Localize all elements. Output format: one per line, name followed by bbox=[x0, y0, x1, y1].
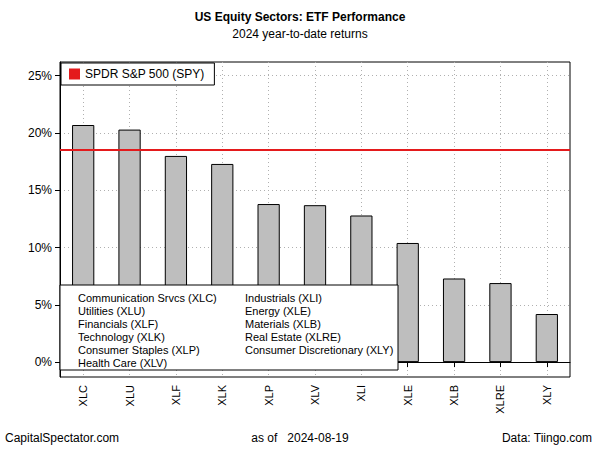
svg-text:XLI: XLI bbox=[355, 385, 367, 402]
svg-text:XLB: XLB bbox=[448, 385, 460, 406]
svg-text:Industrials (XLI): Industrials (XLI) bbox=[245, 292, 322, 304]
svg-text:XLY: XLY bbox=[541, 384, 553, 405]
svg-text:20%: 20% bbox=[28, 126, 52, 140]
svg-text:Technology (XLK): Technology (XLK) bbox=[78, 331, 165, 343]
svg-text:Real Estate (XLRE): Real Estate (XLRE) bbox=[245, 331, 341, 343]
svg-text:Materials (XLB): Materials (XLB) bbox=[245, 318, 321, 330]
svg-text:CapitalSpectator.com: CapitalSpectator.com bbox=[5, 431, 119, 445]
svg-text:Financials (XLF): Financials (XLF) bbox=[78, 318, 158, 330]
svg-text:2024 year-to-date returns: 2024 year-to-date returns bbox=[232, 27, 367, 41]
svg-text:XLV: XLV bbox=[309, 384, 321, 405]
svg-text:US Equity Sectors: ETF Perform: US Equity Sectors: ETF Performance bbox=[195, 10, 406, 24]
svg-text:XLC: XLC bbox=[77, 385, 89, 406]
svg-text:25%: 25% bbox=[28, 69, 52, 83]
svg-text:Health Care (XLV): Health Care (XLV) bbox=[78, 357, 167, 369]
svg-text:SPDR S&P 500 (SPY): SPDR S&P 500 (SPY) bbox=[85, 67, 204, 81]
svg-text:XLP: XLP bbox=[263, 385, 275, 406]
svg-text:10%: 10% bbox=[28, 241, 52, 255]
svg-text:XLE: XLE bbox=[402, 385, 414, 406]
svg-text:Consumer Discretionary (XLY): Consumer Discretionary (XLY) bbox=[245, 344, 393, 356]
svg-text:15%: 15% bbox=[28, 183, 52, 197]
svg-text:5%: 5% bbox=[35, 298, 53, 312]
svg-text:Communication Srvcs (XLC): Communication Srvcs (XLC) bbox=[78, 292, 217, 304]
svg-text:as of 2024-08-19: as of 2024-08-19 bbox=[251, 431, 349, 445]
svg-text:XLRE: XLRE bbox=[494, 385, 506, 414]
svg-text:Consumer Staples (XLP): Consumer Staples (XLP) bbox=[78, 344, 200, 356]
svg-text:XLF: XLF bbox=[170, 385, 182, 405]
svg-text:Energy (XLE): Energy (XLE) bbox=[245, 305, 311, 317]
svg-text:Data: Tiingo.com: Data: Tiingo.com bbox=[502, 431, 592, 445]
svg-text:XLU: XLU bbox=[124, 385, 136, 406]
svg-text:XLK: XLK bbox=[216, 384, 228, 405]
svg-text:0%: 0% bbox=[35, 355, 53, 369]
svg-text:Utilities (XLU): Utilities (XLU) bbox=[78, 305, 145, 317]
